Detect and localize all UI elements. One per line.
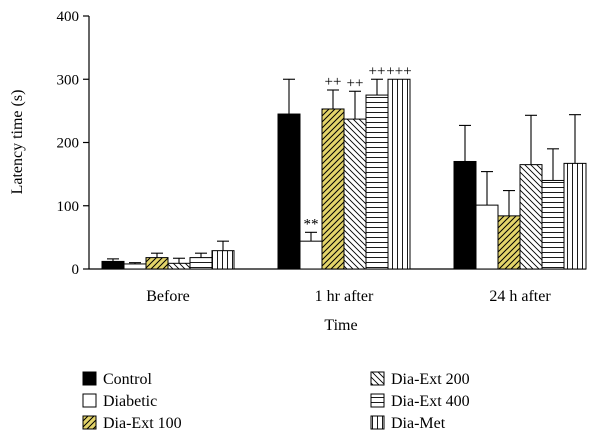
legend-swatch bbox=[82, 393, 97, 408]
legend-swatch bbox=[82, 415, 97, 430]
bar bbox=[563, 162, 587, 270]
x-category-label: 1 hr after bbox=[315, 288, 374, 305]
significance-marker: ++ bbox=[369, 63, 386, 79]
legend-label: Control bbox=[103, 371, 152, 388]
significance-marker: ** bbox=[304, 216, 319, 232]
bar bbox=[299, 240, 323, 270]
bar bbox=[167, 262, 191, 270]
y-axis-title: Latency time (s) bbox=[9, 90, 26, 195]
legend-label: Dia-Ext 100 bbox=[103, 415, 182, 432]
significance-annotations: **++ ++++ +++ bbox=[304, 63, 412, 232]
error-bars bbox=[107, 78, 581, 264]
y-tick-label: 300 bbox=[57, 72, 80, 88]
y-tick-label: 0 bbox=[72, 262, 80, 278]
legend-swatch bbox=[370, 393, 385, 408]
legend-label: Dia-Met bbox=[391, 415, 446, 432]
bar bbox=[321, 108, 345, 270]
bar bbox=[277, 113, 301, 270]
legend-label: Dia-Ext 400 bbox=[391, 393, 470, 410]
y-tick-label: 400 bbox=[57, 9, 80, 25]
legend-label: Diabetic bbox=[103, 393, 157, 410]
bar bbox=[497, 215, 521, 270]
x-category-label: 24 h after bbox=[489, 288, 551, 305]
y-tick-label: 100 bbox=[57, 199, 80, 215]
legend-swatch bbox=[370, 415, 385, 430]
legend-swatch bbox=[82, 371, 97, 386]
bar bbox=[475, 204, 499, 270]
bar bbox=[189, 257, 213, 270]
significance-marker: +++ bbox=[386, 63, 411, 79]
legend: Control Diabetic Dia-Ext 100 Dia-Ext 200 Dia… bbox=[82, 371, 470, 432]
bar bbox=[211, 250, 235, 270]
y-ticks: 0 100 200 300 400 bbox=[57, 9, 89, 278]
bar bbox=[145, 257, 169, 270]
x-category-label: Before bbox=[146, 288, 190, 305]
bars bbox=[101, 78, 587, 270]
bar bbox=[365, 94, 389, 270]
x-categories: Before 1 hr after 24 h after bbox=[146, 288, 551, 305]
significance-marker: ++ bbox=[325, 74, 342, 90]
y-tick-label: 200 bbox=[57, 136, 80, 152]
bar bbox=[343, 118, 367, 270]
bar bbox=[387, 78, 411, 270]
bar bbox=[541, 179, 565, 270]
bar bbox=[123, 263, 147, 270]
bar bbox=[453, 160, 477, 270]
bar bbox=[519, 164, 543, 270]
legend-swatch bbox=[370, 371, 385, 386]
significance-marker: ++ bbox=[347, 75, 364, 91]
legend-label: Dia-Ext 200 bbox=[391, 371, 470, 388]
bar bbox=[101, 260, 125, 270]
x-axis-title: Time bbox=[324, 317, 357, 334]
